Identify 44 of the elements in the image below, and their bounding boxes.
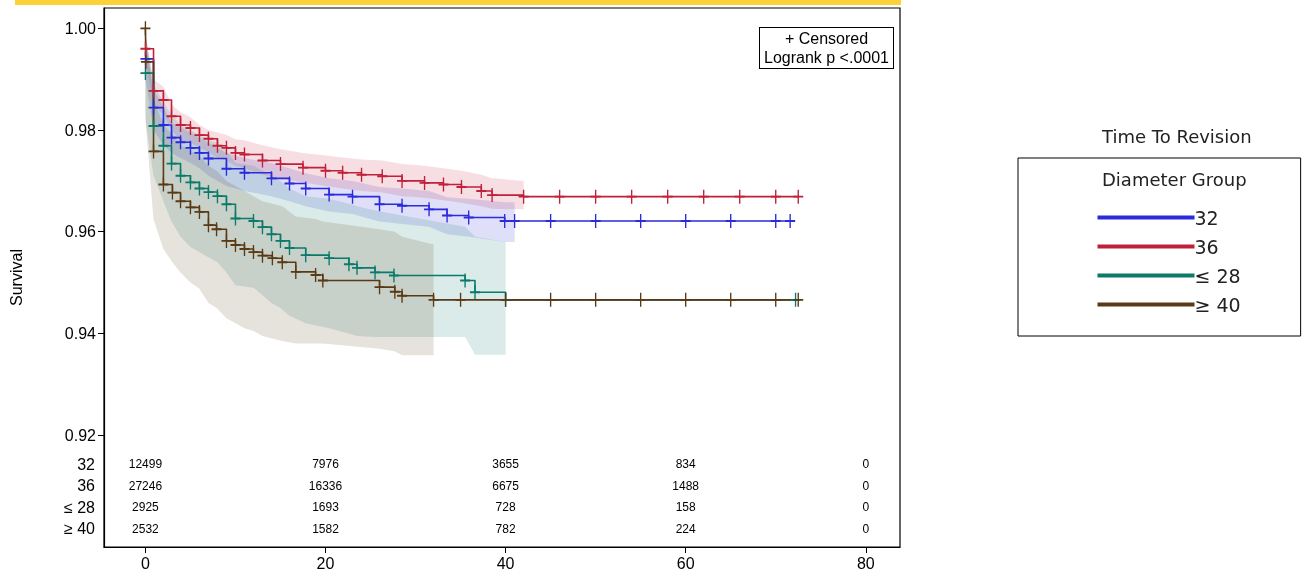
annotation: 0 <box>862 478 870 493</box>
annotation: 834 <box>675 457 697 472</box>
annotation: 16336 <box>308 478 343 493</box>
annotation: 12499 <box>128 457 163 472</box>
text: ≤ 28 <box>63 498 95 516</box>
y-axis-title: Survival <box>7 249 25 306</box>
annotation: 1582 <box>312 521 340 536</box>
y-tick-label: 0.92 <box>64 426 97 444</box>
x-tick-label: 20 <box>316 554 335 571</box>
y-tick-label: 0.96 <box>64 223 97 241</box>
y-tick-label: 0.94 <box>64 324 97 342</box>
y-tick-label: 0.98 <box>64 121 97 139</box>
annotation: 0 <box>862 500 870 515</box>
annotation: 1488 <box>672 478 700 493</box>
x-tick-label: 0 <box>140 554 150 571</box>
annotation: 782 <box>495 521 516 536</box>
annotation: 158 <box>675 500 697 515</box>
note-box: + Censored Logrank p <.0001 <box>759 27 894 69</box>
annotation: 1693 <box>312 500 340 515</box>
text: Time To Revision <box>1101 125 1252 147</box>
annotation: 2532 <box>132 521 160 536</box>
legend-label: 36 <box>1194 235 1219 258</box>
annotation: 0 <box>862 457 870 472</box>
annotation: 728 <box>495 500 516 515</box>
legend-title: Diameter Group <box>1102 168 1247 190</box>
legend-label: ≥ 40 <box>1194 293 1241 316</box>
annotation: 224 <box>675 521 697 536</box>
text: ≥ 40 <box>63 520 95 538</box>
annotation: 0 <box>862 521 870 536</box>
annotation: 2925 <box>132 500 160 515</box>
annotation: 27246 <box>128 478 163 493</box>
x-tick-label: 60 <box>676 554 695 571</box>
x-tick-label: 40 <box>496 554 515 571</box>
legend-label: ≤ 28 <box>1194 264 1241 287</box>
text: 32 <box>77 455 95 473</box>
text: 36 <box>77 477 95 495</box>
y-tick-label: 1.00 <box>64 19 97 37</box>
x-tick-label: 80 <box>856 554 875 571</box>
annotation: + Censored <box>783 29 870 48</box>
annotation: 6675 <box>492 478 520 493</box>
annotation: 7976 <box>312 457 340 472</box>
annotation: Logrank p <.0001 <box>764 48 889 67</box>
legend-label: 32 <box>1194 206 1219 229</box>
annotation: 3655 <box>492 457 520 472</box>
